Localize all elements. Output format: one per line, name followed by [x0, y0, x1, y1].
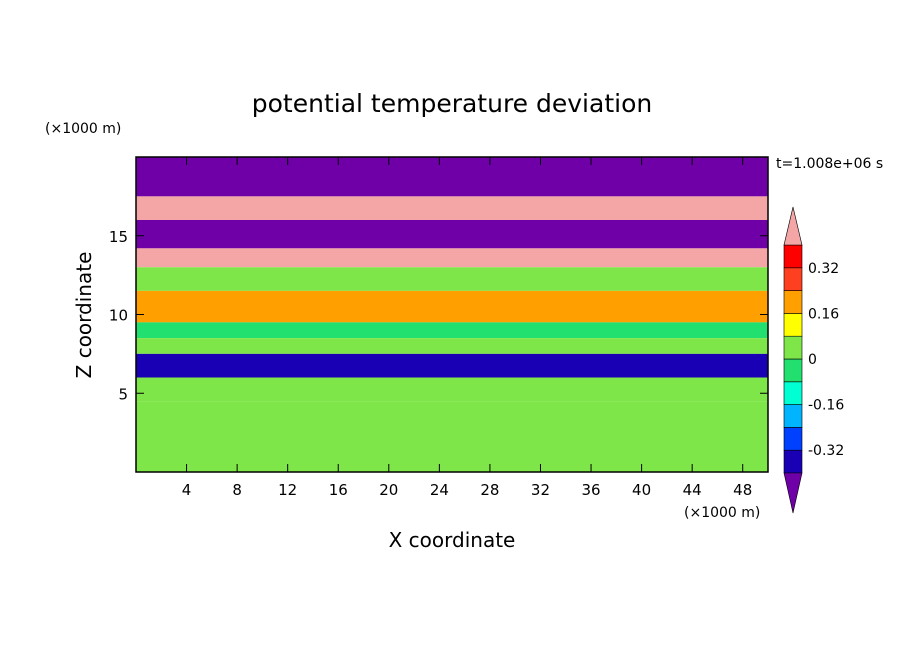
- colorbar-tick-label: -0.32: [808, 443, 844, 459]
- x-tick-label: 40: [632, 481, 651, 499]
- time-label: t=1.008e+06 s: [776, 156, 883, 172]
- colorbar-tick-label: 0.32: [808, 261, 839, 277]
- x-axis-ticks: 4 8 12 16 20 24 28 32 36 40 44 48: [182, 157, 752, 499]
- x-tick-label: 20: [379, 481, 398, 499]
- colorbar-bin: [783, 404, 803, 428]
- contour-band-10: [136, 401, 768, 472]
- colorbar-bin: [783, 358, 803, 383]
- colorbar-tick-label: 0.16: [808, 306, 839, 322]
- contour-band-7: [136, 338, 768, 354]
- colorbar-bin: [783, 381, 803, 405]
- x-tick-label: 32: [531, 481, 550, 499]
- x-tick-label: 28: [480, 481, 499, 499]
- chart-title: potential temperature deviation: [252, 89, 652, 118]
- colorbar-bin: [783, 267, 803, 291]
- x-tick-label: 24: [430, 481, 449, 499]
- x-tick-label: 16: [329, 481, 348, 499]
- x-axis-label: X coordinate: [389, 528, 516, 552]
- x-tick-label: 44: [683, 481, 702, 499]
- colorbar-bin: [783, 244, 803, 269]
- x-tick-label: 8: [232, 481, 242, 499]
- colorbar-extend-low: [783, 472, 803, 514]
- x-unit-label: (×1000 m): [684, 505, 760, 521]
- colorbar-bin: [783, 335, 803, 360]
- y-unit-label: (×1000 m): [45, 121, 121, 137]
- colorbar-bin: [783, 449, 803, 474]
- colorbar-tick-label: -0.16: [808, 398, 844, 414]
- contour-band-4: [136, 267, 768, 291]
- colorbar-bin: [783, 290, 803, 314]
- contour-band-9: [136, 377, 768, 402]
- y-tick-label: 5: [118, 385, 128, 403]
- y-tick-label: 10: [109, 307, 128, 325]
- x-tick-label: 48: [733, 481, 752, 499]
- x-tick-label: 12: [278, 481, 297, 499]
- contour-band-2: [136, 220, 768, 249]
- contour-band-0: [136, 157, 768, 197]
- x-tick-label: 4: [182, 481, 192, 499]
- colorbar: 0.32 0.16 0 -0.16 -0.32: [783, 206, 844, 514]
- colorbar-tick-label: 0: [808, 352, 817, 368]
- contour-band-1: [136, 196, 768, 220]
- contour-band-8: [136, 353, 768, 378]
- contour-plot-area: [136, 157, 768, 472]
- contour-band-5: [136, 290, 768, 323]
- y-tick-label: 15: [109, 228, 128, 246]
- colorbar-bin: [783, 427, 803, 451]
- y-axis-label: Z coordinate: [72, 252, 96, 379]
- colorbar-extend-high: [783, 206, 803, 246]
- x-tick-label: 36: [581, 481, 600, 499]
- y-axis-ticks: 5 10 15: [109, 228, 768, 403]
- contour-band-6: [136, 322, 768, 339]
- colorbar-bin: [783, 313, 803, 337]
- contour-band-3: [136, 248, 768, 268]
